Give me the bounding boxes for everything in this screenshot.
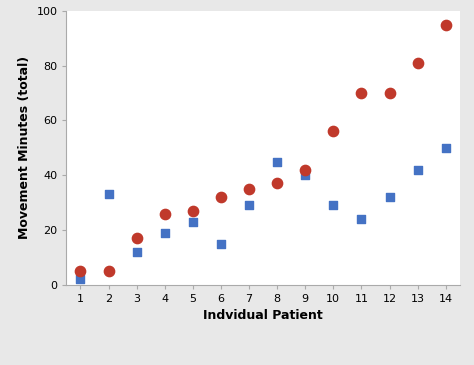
- FitBit: [189, 219, 197, 225]
- X-axis label: Indvidual Patient: Indvidual Patient: [203, 309, 323, 322]
- PSG: [245, 186, 253, 192]
- FitBit: [301, 172, 309, 178]
- PSG: [77, 268, 84, 274]
- FitBit: [329, 202, 337, 208]
- PSG: [273, 181, 281, 186]
- FitBit: [217, 241, 225, 247]
- FitBit: [414, 167, 421, 173]
- PSG: [301, 167, 309, 173]
- FitBit: [77, 276, 84, 282]
- PSG: [217, 194, 225, 200]
- Y-axis label: Movement Minutes (total): Movement Minutes (total): [18, 56, 31, 239]
- PSG: [105, 268, 112, 274]
- PSG: [133, 235, 140, 241]
- PSG: [386, 90, 393, 96]
- Legend: PSG, FitBit: PSG, FitBit: [204, 364, 322, 365]
- FitBit: [105, 191, 112, 197]
- FitBit: [386, 194, 393, 200]
- FitBit: [273, 158, 281, 164]
- PSG: [357, 90, 365, 96]
- PSG: [329, 128, 337, 134]
- PSG: [189, 208, 197, 214]
- FitBit: [133, 249, 140, 255]
- PSG: [414, 60, 421, 66]
- FitBit: [245, 202, 253, 208]
- FitBit: [357, 216, 365, 222]
- FitBit: [161, 230, 168, 236]
- PSG: [442, 22, 449, 28]
- FitBit: [442, 145, 449, 151]
- PSG: [161, 211, 168, 216]
